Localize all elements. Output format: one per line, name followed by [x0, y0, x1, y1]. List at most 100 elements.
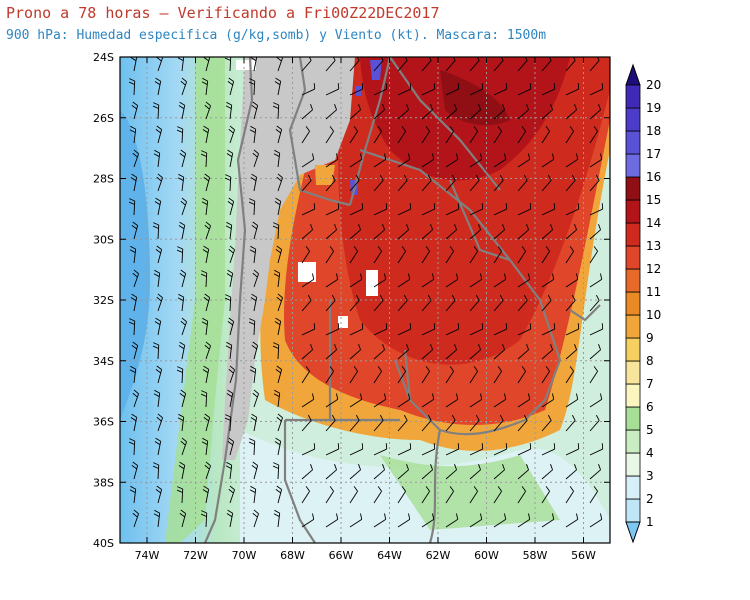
wind-barb — [249, 365, 257, 384]
wind-barb — [421, 393, 435, 408]
lat-label: 38S — [93, 476, 114, 489]
wind-barb — [274, 317, 282, 336]
wind-barb — [445, 273, 459, 288]
wind-barb — [178, 461, 186, 480]
wind-barb — [589, 393, 603, 408]
wind-barb — [226, 389, 234, 408]
wind-barb — [397, 273, 411, 288]
wind-barb — [130, 293, 138, 312]
wind-barb — [541, 464, 553, 480]
wind-barb — [349, 83, 364, 96]
wind-barb — [176, 126, 184, 144]
colorbar-label: 7 — [646, 377, 654, 391]
wind-barb — [397, 323, 412, 336]
wind-barb — [373, 513, 387, 528]
wind-barb — [493, 83, 508, 96]
wind-barb — [541, 57, 552, 72]
pacific-low-moisture — [120, 110, 150, 420]
wind-barb — [301, 83, 316, 96]
wind-barb — [541, 203, 556, 216]
wind-barb — [373, 344, 385, 360]
wind-barb — [178, 101, 186, 120]
wind-barb — [128, 198, 136, 216]
wind-barb — [493, 323, 508, 336]
wind-barb — [275, 245, 283, 264]
wind-barb — [131, 341, 139, 360]
wind-barb — [349, 294, 360, 312]
lat-label: 24S — [93, 51, 114, 64]
wind-barb — [517, 126, 527, 144]
wind-barb — [493, 273, 507, 288]
wind-barb — [179, 149, 187, 168]
wind-barb — [517, 153, 531, 168]
wind-barb — [469, 174, 480, 192]
wind-barb — [272, 342, 280, 360]
moisture-peak — [440, 70, 510, 126]
wind-barb — [469, 486, 479, 504]
wind-barb — [152, 462, 160, 480]
wind-barb — [589, 464, 601, 480]
wind-barb — [517, 104, 529, 120]
wind-barb — [541, 513, 555, 528]
wind-barb — [349, 414, 360, 432]
purple-patch-a — [370, 60, 382, 80]
wind-barb — [517, 344, 529, 360]
wind-barb — [325, 443, 340, 456]
wind-barb — [421, 414, 432, 432]
wind-barb — [248, 318, 256, 336]
colorbar-box — [625, 153, 641, 178]
wind-barb — [445, 443, 460, 456]
south-province-border — [283, 420, 316, 543]
wind-barb — [373, 153, 387, 168]
wind-barb — [493, 486, 503, 504]
colorbar-label: 19 — [646, 101, 661, 115]
wind-barb — [155, 245, 163, 264]
wind-barb — [517, 203, 532, 216]
wind-barb — [203, 173, 211, 192]
colorbar-box — [625, 406, 641, 431]
wind-barb — [397, 464, 409, 480]
wind-barb — [589, 203, 604, 216]
wind-barb — [349, 464, 361, 480]
colorbar-label: 15 — [646, 193, 661, 207]
lon-label: 70W — [232, 549, 257, 562]
wind-barb — [325, 104, 337, 120]
wind-barb — [589, 273, 603, 288]
colorbar-box — [625, 84, 641, 109]
wind-barb — [130, 57, 138, 72]
wind-barb — [541, 246, 551, 264]
wind-barb — [251, 221, 259, 240]
colorbar-box — [625, 475, 641, 500]
wind-barb — [156, 413, 163, 432]
wind-barb — [541, 224, 553, 240]
colorbar-label: 4 — [646, 446, 654, 460]
wind-barb — [251, 101, 259, 120]
wind-barb — [493, 414, 504, 432]
lagoon-border — [569, 304, 601, 322]
wind-barb — [131, 221, 139, 240]
wind-barb — [227, 77, 235, 96]
wind-barb — [156, 293, 163, 312]
wind-barb — [397, 153, 411, 168]
wind-barb — [517, 174, 528, 192]
wind-barb — [129, 485, 137, 504]
wind-barb — [274, 437, 282, 456]
wind-barb — [301, 246, 311, 264]
wind-barb — [493, 443, 508, 456]
colorbar-box — [625, 314, 641, 339]
colorbar-box — [625, 429, 641, 454]
wind-barb — [349, 203, 364, 216]
longitude-labels: 74W 72W 70W 68W 66W 64W 62W 60W 58W 56W — [135, 549, 596, 562]
wind-barb — [129, 365, 137, 384]
wind-barb — [517, 366, 527, 384]
wind-barb — [397, 294, 408, 312]
wind-barb — [201, 437, 209, 456]
wind-barb — [325, 126, 335, 144]
colorbar-label: 13 — [646, 239, 661, 253]
wind-barb — [493, 174, 504, 192]
wind-barb — [275, 365, 283, 384]
wind-barb — [373, 366, 383, 384]
wind-barb — [349, 513, 363, 528]
wind-barb — [445, 366, 455, 384]
mask-gap-b — [366, 270, 378, 296]
